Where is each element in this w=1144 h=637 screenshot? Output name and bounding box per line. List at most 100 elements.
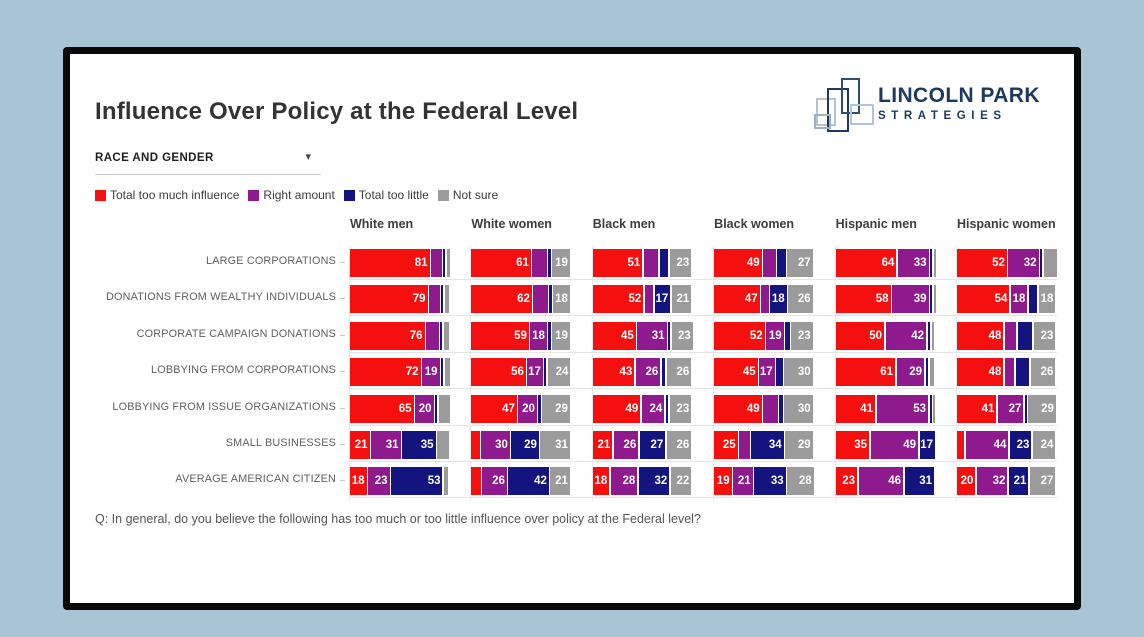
bar-segment: [471, 430, 480, 459]
bar-segment: 18: [350, 467, 367, 496]
segment-value-label: 19: [555, 257, 568, 269]
bar-segment: 17: [654, 285, 671, 314]
segment-value-label: 21: [555, 475, 568, 488]
bar-segment: [441, 358, 443, 387]
segment-value-label: 49: [625, 402, 639, 415]
segment-value-label: 23: [677, 329, 691, 342]
segment-value-label: 26: [676, 438, 690, 451]
stacked-bar: 79: [349, 282, 450, 320]
report-card: Influence Over Policy at the Federal Lev…: [63, 47, 1081, 610]
bar-segment: 17: [919, 430, 936, 459]
axis-tick: [340, 298, 345, 300]
page-title: Influence Over Policy at the Federal Lev…: [95, 98, 579, 125]
bar-segment: 72: [350, 358, 421, 387]
segment-value-label: 35: [854, 438, 868, 451]
segment-value-label: 17: [655, 293, 669, 306]
stacked-bar: 51 23: [591, 246, 693, 283]
chart-row: DONATIONS FROM WEALTHY INDIVIDUALS 79 62 18…: [70, 282, 1074, 320]
legend-item: Not sure: [437, 188, 498, 202]
bar-segment: 21: [592, 430, 613, 459]
axis-tick: [340, 371, 345, 373]
segment-value-label: 27: [1040, 475, 1054, 488]
segment-value-label: 30: [495, 438, 508, 451]
lincoln-park-logo: LINCOLN PARK STRATEGIES: [814, 78, 1066, 136]
logo-line1: LINCOLN PARK: [878, 84, 1040, 107]
bar-segment: 18: [553, 285, 570, 314]
chart-row: SMALL BUSINESSES 21 31 35 30 29 31 21 26 27 26 25 34…: [70, 427, 1074, 465]
bar-segment: [930, 249, 933, 277]
legend-item: Total too much influence: [95, 188, 239, 202]
bar-segment: 23: [669, 249, 692, 277]
segment-value-label: 26: [676, 366, 690, 379]
axis-tick: [340, 407, 345, 409]
bar-segment: 31: [637, 321, 667, 350]
segment-value-label: 42: [534, 475, 547, 488]
chart-legend: Total too much influence Right amount Tota…: [95, 188, 498, 202]
segment-value-label: 23: [1016, 438, 1030, 451]
chevron-down-icon[interactable]: ▾: [305, 151, 311, 163]
bars-area: 18 23 53 26 42 21 18 28 32 22 19 21 33 28 23 46 31 20 32 21…: [349, 464, 1057, 502]
segment-value-label: 50: [869, 329, 883, 342]
bar-segment: 53: [391, 467, 443, 496]
bar-segment: 45: [714, 358, 758, 387]
segment-value-label: 29: [797, 438, 811, 451]
bar-segment: [1017, 321, 1033, 350]
row-label: SMALL BUSINESSES: [225, 436, 336, 449]
logo-rectangles-icon: [814, 78, 874, 136]
bar-segment: 29: [1028, 394, 1056, 423]
stacked-bar: 72 19: [349, 355, 450, 393]
bar-segment: 18: [1038, 285, 1056, 314]
bar-segment: [548, 321, 551, 350]
bar-segment: 26: [788, 285, 813, 314]
segment-value-label: 29: [524, 438, 537, 451]
stacked-bar: 54 18 18: [955, 282, 1057, 320]
stacked-bar: 81: [349, 246, 450, 283]
segment-value-label: 52: [749, 329, 763, 342]
stacked-bar: 21 26 27 26: [591, 427, 693, 465]
bar-segment: 31: [904, 467, 935, 496]
segment-value-label: 18: [532, 329, 545, 342]
bar-segment: [661, 358, 666, 387]
stacked-bar: 43 26 26: [591, 355, 693, 393]
stacked-bar: 30 29 31: [470, 427, 571, 465]
bar-segment: 26: [613, 430, 639, 459]
segment-value-label: 20: [522, 402, 535, 415]
bar-segment: [1028, 285, 1038, 314]
segment-value-label: 43: [619, 366, 633, 379]
bar-segment: [776, 358, 783, 387]
bar-segment: [426, 321, 439, 350]
bar-segment: [443, 321, 449, 350]
column-header: Hispanic women: [956, 217, 1056, 231]
bar-segment: 26: [666, 430, 692, 459]
bar-segment: [659, 249, 669, 277]
stacked-bar: 35 49 17: [834, 427, 936, 465]
bar-segment: 19: [552, 249, 570, 277]
bar-segment: 20: [518, 394, 537, 423]
logo-line2: STRATEGIES: [878, 110, 1007, 122]
race-gender-dropdown[interactable]: RACE AND GENDER ▾: [95, 148, 321, 175]
axis-tick: [340, 443, 345, 445]
bar-segment: [544, 358, 547, 387]
bar-segment: 32: [638, 467, 670, 496]
bar-segment: 21: [733, 467, 753, 496]
bar-segment: 29: [542, 394, 570, 423]
row-label: AVERAGE AMERICAN CITIZEN: [175, 473, 336, 486]
bar-segment: [1043, 249, 1057, 277]
segment-value-label: 32: [1023, 257, 1037, 269]
bar-segment: [1040, 249, 1043, 277]
bar-segment: [429, 285, 440, 314]
segment-value-label: 21: [597, 438, 611, 451]
bar-segment: 50: [835, 321, 885, 350]
segment-value-label: 18: [771, 293, 785, 306]
bar-segment: 64: [835, 249, 897, 277]
bar-segment: 23: [671, 321, 693, 350]
bar-segment: 26: [635, 358, 661, 387]
dropdown-selected-value[interactable]: RACE AND GENDER: [95, 152, 214, 164]
legend-item: Right amount: [248, 188, 335, 202]
row-label: LARGE CORPORATIONS: [206, 255, 336, 267]
stacked-bar: 45 17 30: [713, 355, 814, 393]
segment-value-label: 22: [676, 475, 690, 488]
stacked-bar: 41 53: [834, 391, 936, 429]
bar-segment: 29: [785, 430, 813, 459]
bar-segment: 29: [511, 430, 539, 459]
